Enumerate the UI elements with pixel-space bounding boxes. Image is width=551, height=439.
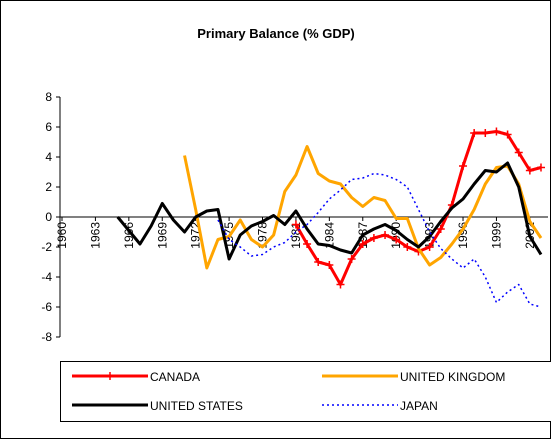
point-marker: [314, 258, 323, 266]
point-marker: [369, 234, 378, 242]
point-marker: [336, 280, 345, 289]
point-marker: [492, 127, 501, 136]
point-marker: [381, 231, 390, 239]
point-marker: [525, 166, 534, 175]
point-marker: [358, 240, 367, 248]
y-tick-label: 6: [45, 120, 52, 134]
point-marker: [503, 130, 512, 139]
x-tick-label: 1960: [55, 222, 69, 249]
y-tick-label: 2: [45, 180, 52, 194]
point-marker: [425, 243, 434, 251]
point-marker: [392, 235, 401, 244]
point-marker: [303, 240, 312, 248]
y-tick-label: 8: [45, 90, 52, 104]
series-line: [183, 145, 543, 270]
legend-marker: [106, 372, 114, 380]
y-tick-label: -8: [41, 330, 52, 344]
y-tick-label: -2: [41, 240, 52, 254]
chart-title: Primary Balance (% GDP): [197, 26, 355, 41]
point-marker: [481, 129, 490, 137]
x-tick-label: 1984: [322, 222, 336, 249]
legend-box: [60, 361, 551, 422]
y-tick-label: 4: [45, 150, 52, 164]
x-tick-label: 1996: [456, 222, 470, 249]
x-tick-label: 1969: [155, 222, 169, 249]
point-marker: [514, 148, 523, 157]
point-marker: [470, 129, 479, 137]
y-tick-label: -4: [41, 270, 52, 284]
legend-label: JAPAN: [400, 399, 438, 413]
point-marker: [347, 255, 356, 263]
point-marker: [537, 163, 545, 172]
point-marker: [291, 220, 300, 229]
point-marker: [459, 162, 468, 170]
y-tick-label: 0: [45, 210, 52, 224]
series-line: [116, 161, 543, 261]
y-tick-label: -6: [41, 300, 52, 314]
point-marker: [436, 225, 445, 233]
x-tick-label: 1999: [489, 222, 503, 249]
legend-label: CANADA: [150, 370, 200, 384]
point-marker: [403, 243, 412, 251]
point-marker: [325, 261, 334, 269]
x-tick-label: 1963: [88, 222, 102, 249]
legend-label: UNITED KINGDOM: [400, 370, 505, 384]
legend-label: UNITED STATES: [150, 399, 243, 413]
